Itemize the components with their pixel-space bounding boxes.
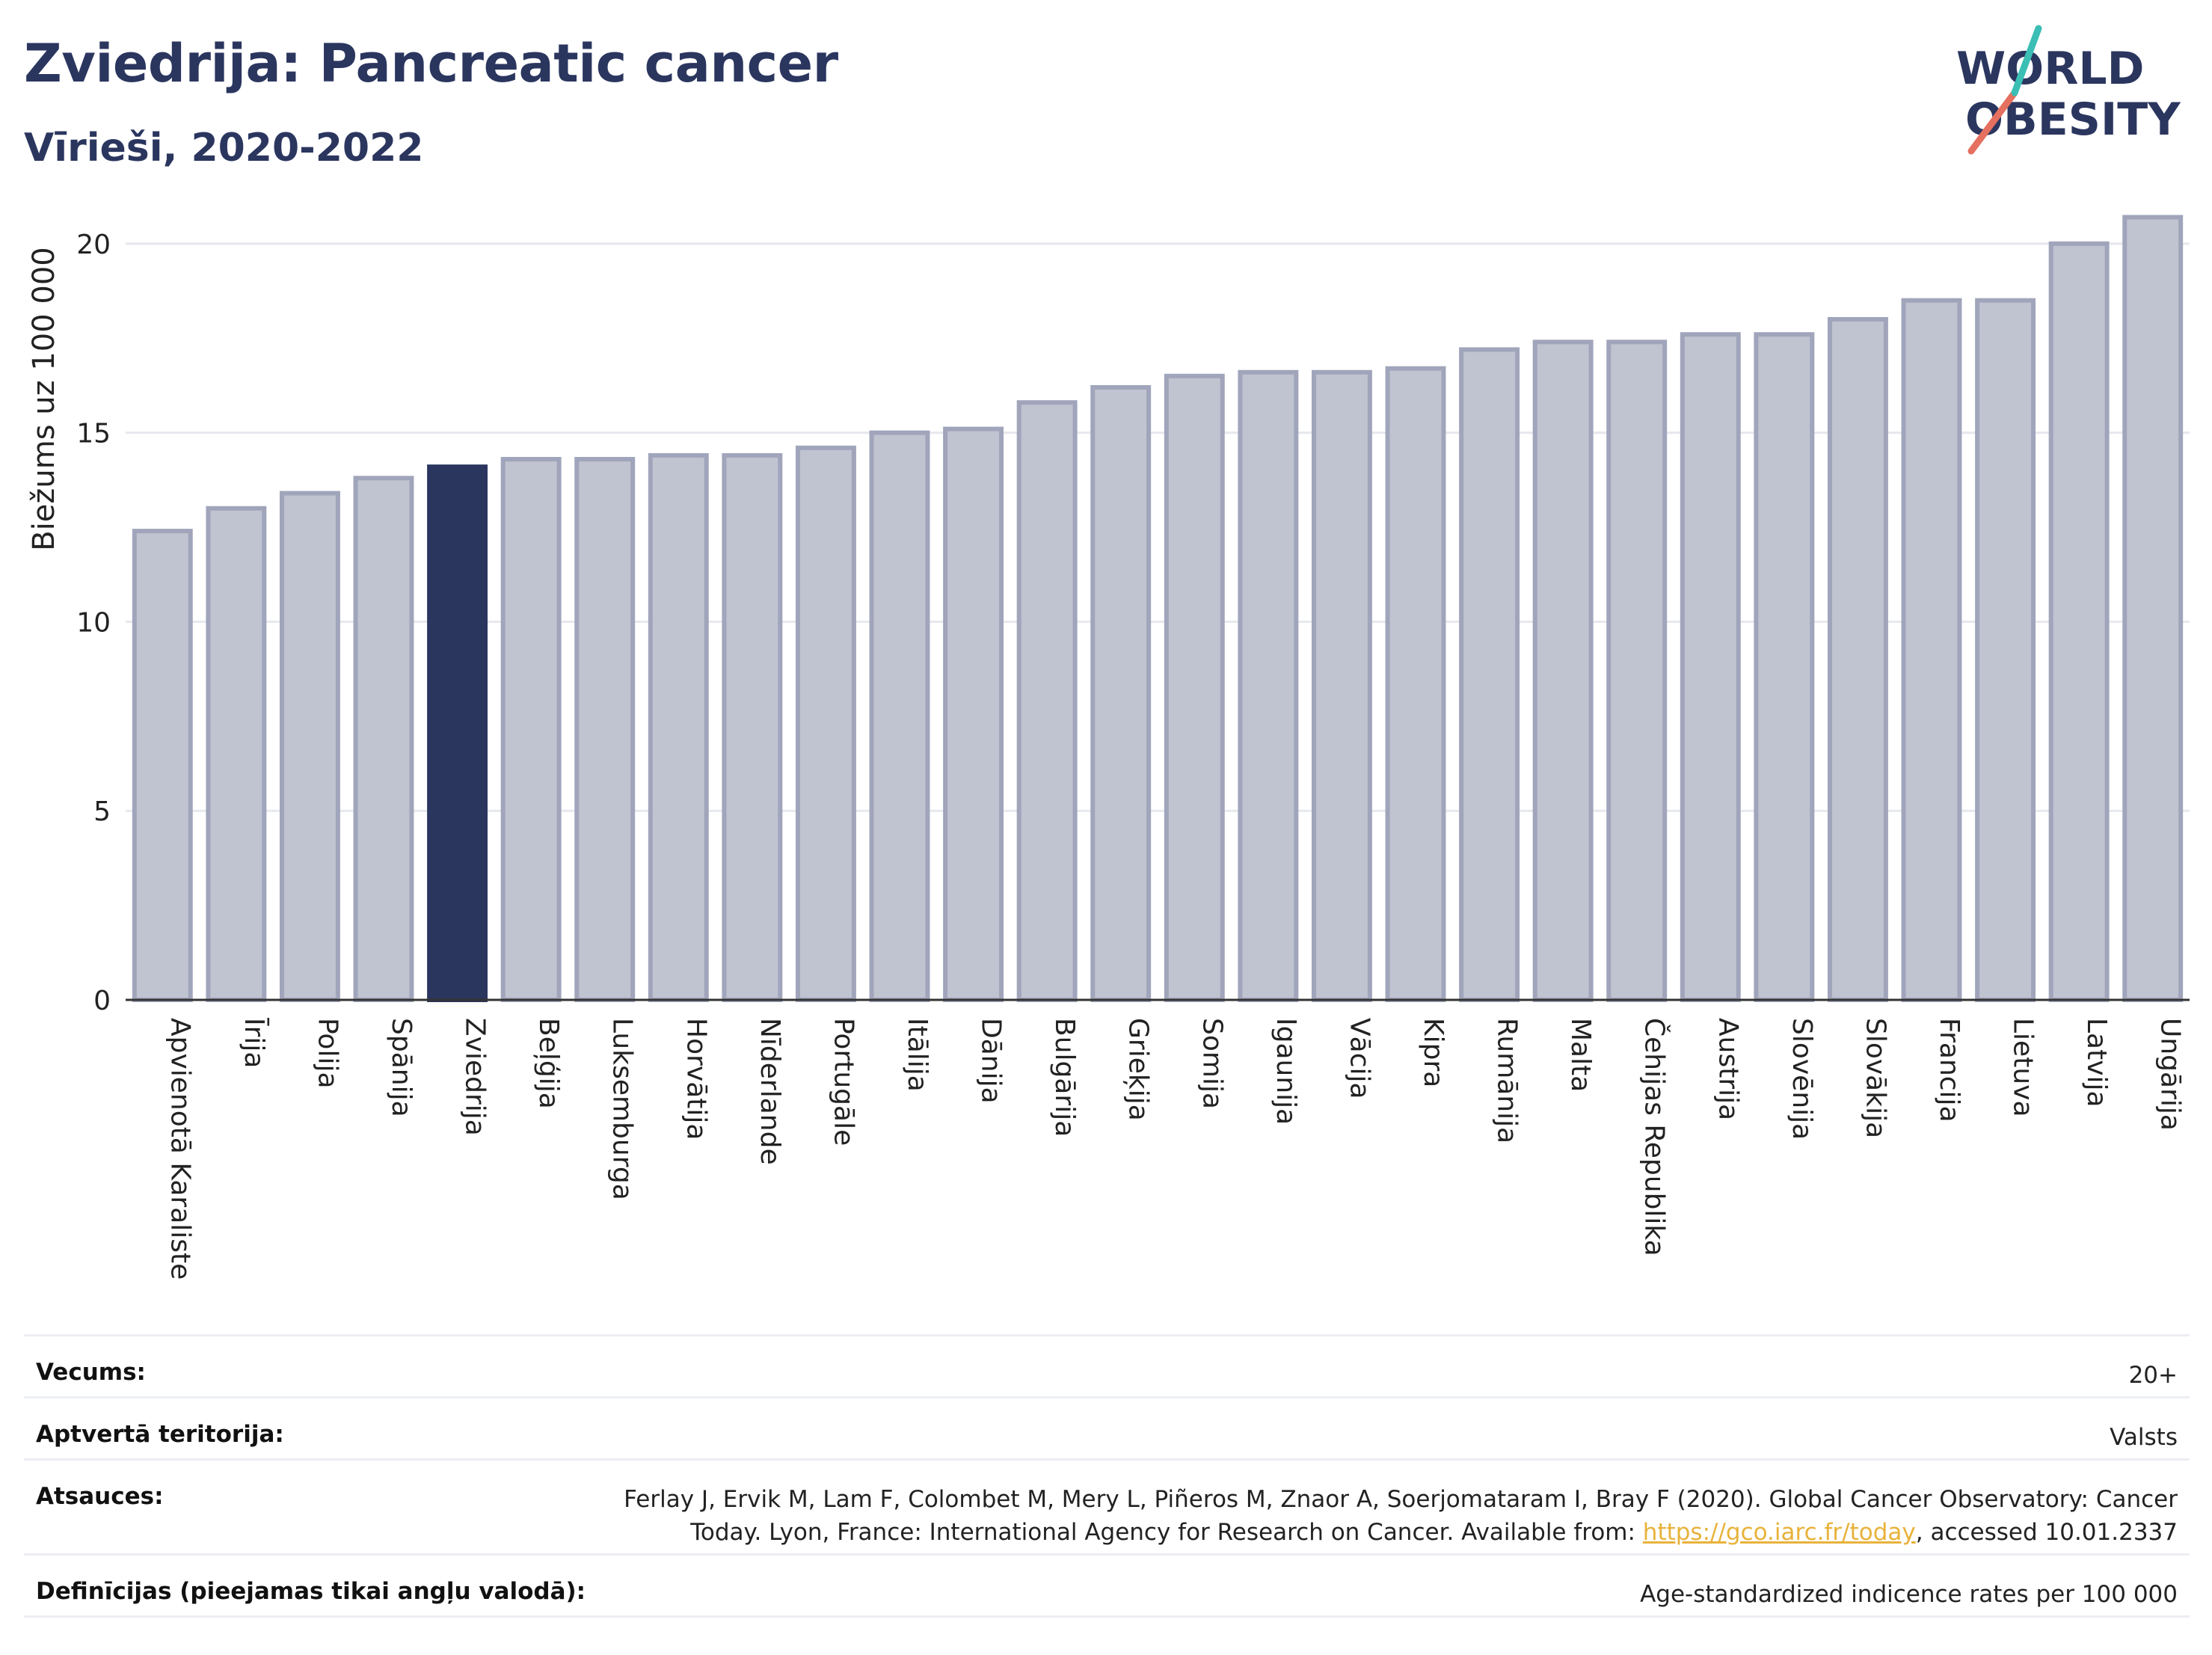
bar-23 bbox=[1827, 316, 1888, 1002]
chart-footer: Vecums: 20+ Aptvertā teritorija: Valsts … bbox=[24, 1334, 2190, 1618]
bar-7 bbox=[648, 452, 709, 1003]
x-tick-label: Polija bbox=[312, 1018, 342, 1089]
x-tick-label: Beļģija bbox=[533, 1018, 564, 1109]
bar-17 bbox=[1385, 366, 1446, 1002]
bar-21 bbox=[1680, 332, 1741, 1002]
bar-27 bbox=[2122, 215, 2184, 1002]
x-tick-label: Itālija bbox=[902, 1018, 933, 1092]
footer-row-coverage: Aptvertā teritorija: Valsts bbox=[24, 1396, 2190, 1458]
logo-slash-lower bbox=[1967, 89, 2018, 155]
footer-label-definitions: Definīcijas (pieejamas tikai angļu valod… bbox=[36, 1578, 586, 1605]
bar-20 bbox=[1606, 340, 1668, 1002]
footer-row-references: Atsauces: Ferlay J, Ervik M, Lam F, Colo… bbox=[24, 1458, 2190, 1553]
x-tick-label: Vācija bbox=[1344, 1018, 1374, 1099]
x-tick-label: Dānija bbox=[976, 1018, 1007, 1104]
x-tick-label: Luksemburga bbox=[607, 1018, 638, 1200]
bar-18 bbox=[1459, 347, 1520, 1002]
tick-labels: 0 5 10 15 20 Apvienotā Karaliste Īrija Polija Sp… bbox=[27, 230, 2186, 1280]
footer-label-age: Vecums: bbox=[36, 1359, 146, 1386]
y-tick-label: 10 bbox=[76, 607, 111, 638]
x-tick-label: Apvienotā Karaliste bbox=[165, 1018, 195, 1280]
bar-0 bbox=[132, 529, 193, 1003]
bar-5 bbox=[500, 457, 562, 1002]
footer-label-coverage: Aptvertā teritorija: bbox=[36, 1421, 284, 1448]
footer-value-references: Ferlay J, Ervik M, Lam F, Colombet M, Me… bbox=[624, 1483, 2178, 1549]
x-tick-label: Lietuva bbox=[2008, 1018, 2039, 1117]
bar-14 bbox=[1164, 373, 1225, 1002]
x-tick-label: Austrija bbox=[1712, 1018, 1743, 1120]
y-tick-label: 20 bbox=[76, 230, 111, 260]
x-tick-label: Latvija bbox=[2081, 1018, 2112, 1108]
bar-4 bbox=[427, 464, 488, 1002]
bar-15 bbox=[1238, 369, 1299, 1003]
reference-line2-pre: Today. Lyon, France: International Agenc… bbox=[690, 1519, 1643, 1546]
bar-9 bbox=[795, 445, 856, 1003]
bar-11 bbox=[943, 426, 1004, 1002]
x-tick-label: Bulgārija bbox=[1049, 1018, 1080, 1137]
logo-slash-upper bbox=[2011, 25, 2042, 96]
bar-10 bbox=[869, 430, 930, 1002]
x-tick-label: Ungārija bbox=[2155, 1018, 2186, 1131]
logo-line1: WORLD bbox=[1956, 43, 2144, 95]
bar-24 bbox=[1901, 298, 1962, 1002]
x-tick-label: Slovākija bbox=[1860, 1018, 1890, 1138]
bar-chart: 0 5 10 15 20 Apvienotā Karaliste Īrija Polija Sp… bbox=[27, 215, 2190, 1280]
x-tick-label: Čehijas Republika bbox=[1639, 1018, 1671, 1256]
reference-line1: Ferlay J, Ervik M, Lam F, Colombet M, Me… bbox=[624, 1486, 2178, 1513]
y-tick-label: 15 bbox=[76, 419, 111, 449]
x-tick-label: Portugāle bbox=[828, 1018, 858, 1146]
bar-16 bbox=[1311, 369, 1372, 1003]
chart-title: Zviedrija: Pancreatic cancer bbox=[24, 33, 838, 94]
logo-line2: OBESITY bbox=[1965, 93, 2181, 146]
bar-8 bbox=[722, 452, 783, 1003]
x-tick-label: Francija bbox=[1934, 1018, 1964, 1123]
footer-value-coverage: Valsts bbox=[2110, 1424, 2178, 1451]
bars bbox=[132, 215, 2184, 1003]
x-tick-label: Igaunija bbox=[1271, 1018, 1301, 1125]
x-tick-label: Īrija bbox=[239, 1018, 269, 1068]
bar-25 bbox=[1975, 298, 2036, 1002]
bar-2 bbox=[279, 491, 340, 1002]
footer-row-definitions: Definīcijas (pieejamas tikai angļu valod… bbox=[24, 1553, 2190, 1618]
x-tick-label: Horvātija bbox=[681, 1018, 711, 1140]
bar-6 bbox=[574, 457, 636, 1002]
footer-row-age: Vecums: 20+ bbox=[24, 1334, 2190, 1396]
world-obesity-logo: WORLD OBESITY bbox=[1956, 25, 2181, 155]
reference-link[interactable]: https://gco.iarc.fr/today bbox=[1642, 1519, 1916, 1546]
footer-value-age: 20+ bbox=[2128, 1362, 2178, 1389]
y-tick-label: 5 bbox=[93, 796, 111, 827]
x-tick-label: Malta bbox=[1565, 1018, 1596, 1092]
x-tick-label: Zviedrija bbox=[460, 1018, 491, 1136]
bar-12 bbox=[1016, 400, 1078, 1002]
bar-26 bbox=[2048, 241, 2110, 1002]
x-tick-label: Somija bbox=[1196, 1018, 1227, 1109]
bar-13 bbox=[1090, 384, 1152, 1002]
footer-label-references: Atsauces: bbox=[36, 1483, 164, 1510]
footer-value-definitions: Age-standardized indicence rates per 100… bbox=[1640, 1581, 2178, 1608]
x-tick-label: Rumānija bbox=[1492, 1018, 1523, 1143]
bar-22 bbox=[1754, 332, 1815, 1002]
x-tick-label: Grieķija bbox=[1123, 1018, 1154, 1121]
bar-1 bbox=[206, 506, 267, 1002]
chart-subtitle: Vīrieši, 2020-2022 bbox=[24, 126, 424, 171]
x-tick-label: Kipra bbox=[1418, 1018, 1448, 1087]
reference-line2-post: , accessed 10.01.2337 bbox=[1915, 1519, 2178, 1546]
y-tick-label: 0 bbox=[93, 986, 111, 1016]
x-tick-label: Slovēnija bbox=[1787, 1018, 1817, 1140]
x-tick-label: Nīderlande bbox=[755, 1018, 785, 1165]
x-tick-label: Spānija bbox=[386, 1018, 417, 1117]
y-axis-title: Biežums uz 100 000 bbox=[27, 247, 61, 551]
bar-19 bbox=[1532, 340, 1594, 1002]
bar-3 bbox=[353, 476, 414, 1002]
